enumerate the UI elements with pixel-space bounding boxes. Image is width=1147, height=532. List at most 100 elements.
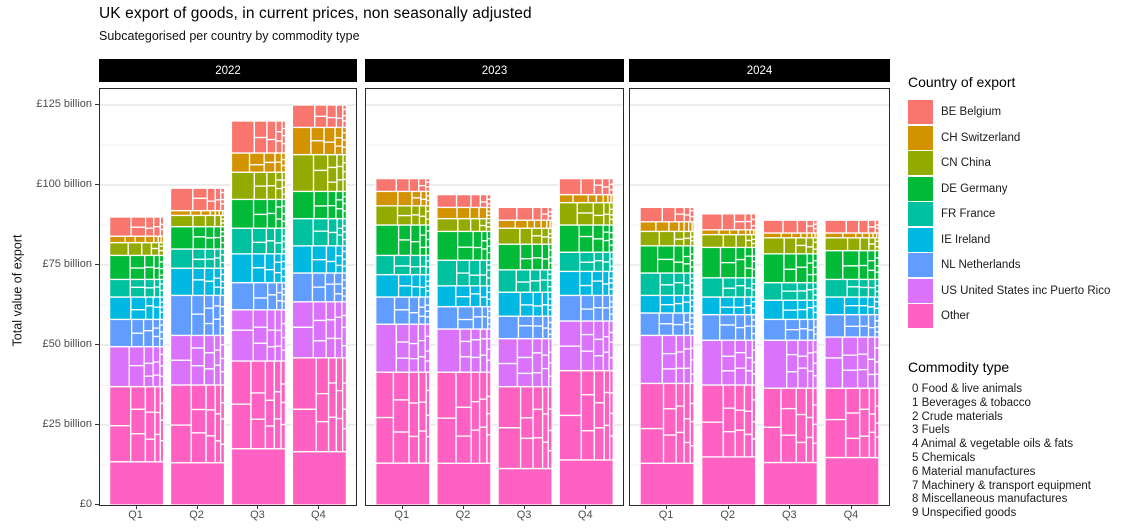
mosaic-cell	[719, 296, 735, 308]
mosaic-cell	[701, 339, 723, 386]
segment-cn-2024-Q1	[639, 230, 695, 247]
mosaic-cell	[457, 305, 475, 321]
mosaic-cell	[701, 233, 725, 249]
mosaic-cell	[549, 219, 553, 229]
commodity-item: 2 Crude materials	[912, 410, 1003, 423]
mosaic-cell	[541, 291, 549, 306]
mosaic-cell	[250, 392, 267, 420]
mosaic-cell	[144, 266, 155, 281]
mosaic-cell	[418, 401, 427, 432]
mosaic-cell	[134, 235, 147, 244]
segment-us-2024-Q3	[762, 339, 818, 389]
segment-ch-2024-Q3	[762, 232, 818, 239]
mosaic-cell	[342, 120, 348, 129]
mosaic-cell	[541, 304, 549, 317]
mosaic-cell	[408, 312, 420, 325]
mosaic-cell	[169, 225, 194, 250]
mosaic-cell	[266, 329, 276, 348]
segment-de-2023-Q4	[558, 224, 614, 253]
mosaic-cell	[674, 213, 685, 223]
mosaic-cell	[152, 335, 161, 348]
bar-2024-Q4	[824, 219, 880, 505]
mosaic-cell	[455, 435, 472, 464]
mosaic-cell	[593, 307, 604, 322]
mosaic-cell	[601, 177, 611, 188]
mosaic-cell	[160, 235, 165, 244]
mosaic-cell	[327, 357, 338, 384]
mosaic-cell	[334, 137, 343, 147]
mosaic-cell	[639, 272, 661, 297]
mosaic-cell	[874, 436, 880, 459]
mosaic-cell	[701, 313, 721, 341]
mosaic-cell	[455, 371, 472, 408]
mosaic-cell	[315, 393, 330, 423]
mosaic-cell	[593, 338, 605, 357]
mosaic-cell	[480, 230, 488, 242]
mosaic-cell	[273, 360, 282, 393]
x-tick-mark	[666, 505, 668, 509]
mosaic-cell	[108, 345, 130, 388]
mosaic-cell	[481, 305, 489, 318]
mosaic-cell	[701, 384, 724, 423]
mosaic-cell	[468, 274, 481, 287]
mosaic-cell	[203, 322, 214, 337]
mosaic-cell	[781, 281, 799, 292]
mosaic-cell	[874, 326, 880, 333]
mosaic-cell	[169, 334, 192, 361]
mosaic-cell	[436, 371, 457, 419]
mosaic-cell	[335, 199, 344, 210]
mosaic-cell	[874, 405, 880, 424]
mosaic-cell	[478, 426, 488, 464]
mosaic-cell	[230, 309, 254, 331]
mosaic-cell	[874, 347, 880, 363]
mosaic-cell	[152, 361, 161, 376]
mosaic-cell	[159, 306, 165, 313]
mosaic-cell	[108, 461, 165, 505]
mosaic-cell	[689, 328, 695, 337]
mosaic-cell	[159, 223, 165, 231]
mosaic-cell	[396, 214, 413, 226]
mosaic-cell	[323, 141, 336, 156]
mosaic-cell	[824, 336, 844, 359]
mosaic-cell	[602, 193, 609, 204]
mosaic-cell	[593, 177, 604, 186]
mosaic-cell	[212, 294, 221, 307]
mosaic-cell	[230, 403, 252, 450]
mosaic-cell	[608, 189, 614, 196]
y-tick-mark	[95, 344, 99, 345]
mosaic-cell	[806, 253, 814, 264]
mosaic-cell	[608, 177, 614, 185]
mosaic-cell	[796, 290, 808, 301]
mosaic-cell	[192, 267, 206, 281]
mosaic-cell	[762, 253, 785, 284]
mosaic-cell	[751, 373, 757, 386]
mosaic-cell	[159, 353, 165, 367]
mosaic-cell	[579, 251, 595, 263]
mosaic-cell	[689, 288, 695, 297]
mosaic-cell	[397, 239, 412, 257]
mosaic-cell	[131, 332, 145, 348]
mosaic-cell	[252, 198, 269, 216]
mosaic-cell	[683, 221, 690, 233]
mosaic-cell	[342, 382, 348, 410]
legend-swatch-de	[908, 176, 933, 201]
mosaic-cell	[220, 187, 226, 194]
mosaic-cell	[874, 313, 880, 322]
mosaic-cell	[745, 339, 754, 359]
mosaic-cell	[750, 213, 757, 221]
mosaic-cell	[532, 437, 544, 470]
mosaic-cell	[593, 184, 604, 196]
mosaic-cell	[593, 355, 605, 372]
mosaic-cell	[689, 272, 695, 280]
mosaic-cell	[375, 273, 400, 298]
segment-other-2024-Q1	[639, 382, 695, 505]
mosaic-cell	[480, 240, 488, 250]
mosaic-cell	[253, 120, 268, 139]
mosaic-cell	[874, 361, 880, 375]
mosaic-cell	[392, 371, 410, 401]
mosaic-cell	[291, 301, 314, 328]
segment-cn-2023-Q2	[436, 217, 492, 233]
mosaic-cell	[858, 305, 869, 316]
chart-title: UK export of goods, in current prices, n…	[99, 5, 532, 22]
segment-fr-2022-Q4	[291, 217, 348, 247]
